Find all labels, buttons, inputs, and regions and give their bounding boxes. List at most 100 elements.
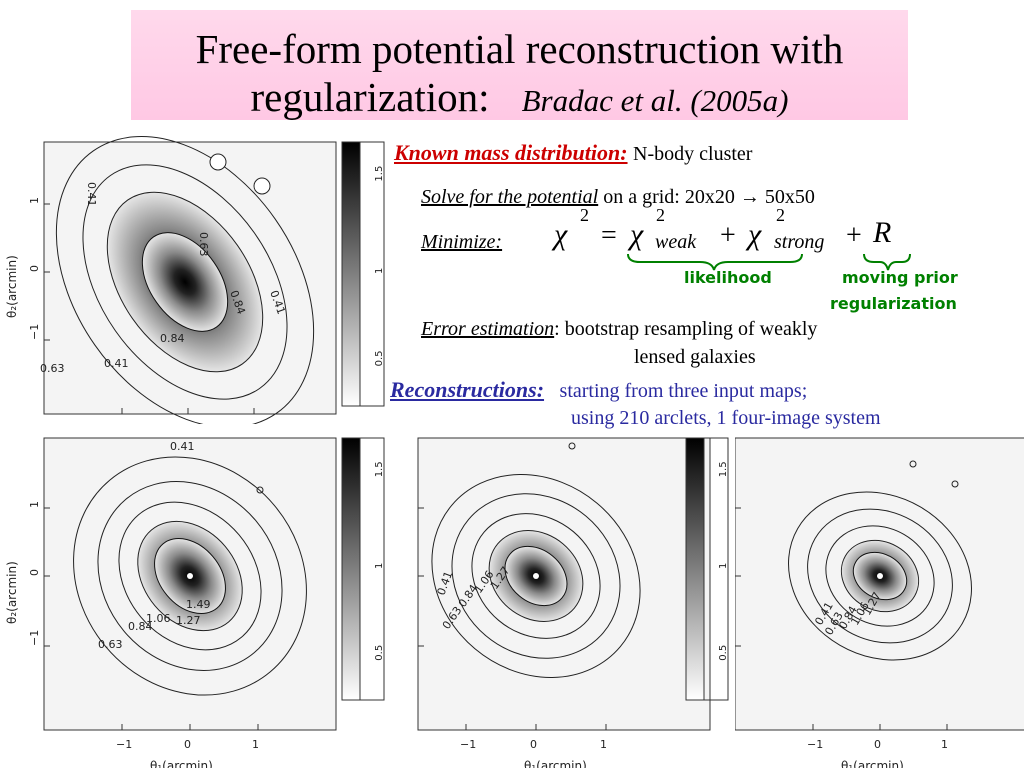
- eq-chi-3: χ: [748, 218, 762, 251]
- solve-value: on a grid: 20x20 → 50x50: [603, 186, 815, 208]
- moving-prior-label: moving prior: [842, 268, 958, 287]
- eq-sup-3: 2: [776, 205, 785, 225]
- image-marker: [877, 573, 883, 579]
- title-line-2: regularization: Bradac et al. (2005a): [131, 74, 908, 124]
- density-core: [141, 232, 229, 332]
- image-marker: [533, 573, 539, 579]
- contour-label: 1.27: [176, 614, 201, 627]
- contour-label: 0.84: [128, 620, 153, 633]
- colorbar: [685, 437, 705, 701]
- contour-line: [788, 491, 972, 661]
- contour-label: 0.84: [160, 332, 185, 345]
- colorbar: [341, 437, 361, 701]
- title-line-1: Free-form potential reconstruction with: [195, 26, 844, 72]
- substructure-marker: [209, 153, 227, 171]
- x-tick-label: 1: [600, 738, 607, 751]
- error-line-1: Error estimation: bootstrap resampling o…: [421, 318, 817, 341]
- recon-map-2: 0.410.630.841.061.27−1 0 1θ₁(arcmin)0.511.…: [417, 437, 729, 768]
- contour-label: 1.49: [186, 598, 211, 611]
- y-tick-label: 0: [28, 265, 41, 272]
- contour-label: 1.06: [146, 612, 171, 625]
- recon-value-2: using 210 arclets, 1 four-image system: [571, 407, 881, 429]
- contour-label: 0.63: [40, 362, 65, 375]
- image-marker: [187, 573, 193, 579]
- eq-chi-1: χ: [554, 218, 568, 251]
- contour-line: [825, 525, 935, 627]
- contour-line: [118, 501, 262, 651]
- likelihood-label: likelihood: [684, 268, 772, 287]
- true-mass-map: 0.410.630.840.410.630.84 0.41−101θ₂(arcmi…: [5, 136, 385, 424]
- colorbar-frame: [703, 437, 729, 701]
- known-mass-line: Known mass distribution: N-body cluster: [394, 140, 752, 166]
- eq-sup-2: 2: [656, 205, 665, 225]
- contour-line: [807, 508, 953, 644]
- contour-line: [451, 493, 621, 659]
- recon-panel-2: 0.41 0.63 0.84 1.06 1.27 −1 0 1 θ₁(arcmin) 0.5 1 1.…: [392, 430, 732, 768]
- solve-line: Solve for the potential on a grid: 20x20…: [421, 186, 815, 209]
- known-mass-label: Known mass distribution:: [394, 140, 628, 165]
- solve-label: Solve for the potential: [421, 186, 599, 208]
- contour-line: [55, 136, 315, 424]
- colorbar-tick-label: 1.5: [374, 461, 385, 477]
- contour-line: [82, 164, 288, 400]
- colorbar-tick-label: 0.5: [374, 350, 385, 366]
- y-axis-label: θ₂(arcmin): [5, 561, 19, 624]
- x-tick-label: 0: [530, 738, 537, 751]
- title-line-2-text: regularization:: [250, 74, 490, 120]
- eq-plus-1: +: [720, 220, 736, 251]
- colorbar-tick-label: 1.5: [718, 461, 729, 477]
- y-tick-label: 1: [28, 197, 41, 204]
- eq-plus-2: +: [846, 220, 862, 251]
- substructure-marker: [256, 486, 264, 494]
- colorbar-tick-label: 1.5: [374, 166, 385, 182]
- regularization-label: regularization: [830, 294, 957, 313]
- x-tick-label: −1: [807, 738, 823, 751]
- x-tick-label: 0: [184, 738, 191, 751]
- recon-map-3: 0.410.630.841.061.27−101θ₁(arcmin)0.511.…: [735, 437, 1024, 768]
- x-axis-label: θ₁(arcmin): [841, 759, 904, 768]
- y-tick-label: 0: [28, 569, 41, 576]
- eq-chi-2: χ: [630, 218, 644, 251]
- eq-strong: strong: [774, 231, 825, 253]
- contour-line: [97, 481, 283, 671]
- recon-line-1: Reconstructions: starting from three inp…: [390, 377, 807, 403]
- recon-value-1: starting from three input maps;: [559, 380, 808, 402]
- recon-label: Reconstructions:: [390, 377, 545, 402]
- y-tick-label: −1: [28, 324, 41, 340]
- true-mass-panel: 0.41 0.63 0.84 0.41 0.63 0.84 0.41 −1 0 1 θ₂(arcmi…: [0, 132, 392, 424]
- contour-line: [73, 456, 307, 696]
- colorbar-tick-label: 1: [374, 563, 385, 569]
- colorbar-tick-label: 0.5: [374, 645, 385, 661]
- minimize-label: Minimize:: [421, 231, 502, 254]
- y-axis-label: θ₂(arcmin): [5, 255, 19, 318]
- recon-map-1: 0.41 0.63 0.841.06 1.27 1.49 −1 0 1 −1 0 1 θ₁(arcmi…: [5, 437, 385, 768]
- recon-panel-3: 0.410.630.841.061.27−101θ₁(arcmin)0.511.…: [735, 430, 1024, 768]
- colorbar-frame: [359, 141, 385, 407]
- eq-weak: weak: [655, 231, 697, 253]
- contour-label: 0.63: [98, 638, 123, 651]
- error-label: Error estimation: [421, 318, 555, 340]
- contour-label: 0.41: [104, 357, 129, 370]
- substructure-marker: [568, 442, 576, 450]
- substructure-marker: [909, 460, 917, 468]
- colorbar-tick-label: 1: [374, 268, 385, 274]
- title-citation: Bradac et al. (2005a): [521, 83, 789, 118]
- x-axis-label: θ₁(arcmin): [150, 759, 213, 768]
- prior-brace: [863, 253, 911, 271]
- contour-label: 0.41: [85, 182, 98, 207]
- x-tick-label: −1: [460, 738, 476, 751]
- x-tick-label: −1: [116, 738, 132, 751]
- substructure-marker: [951, 480, 959, 488]
- y-tick-label: 1: [28, 501, 41, 508]
- x-tick-label: 1: [941, 738, 948, 751]
- contour-label: 0.41: [170, 440, 195, 453]
- contour-line: [471, 513, 601, 639]
- contour-label: 0.63: [197, 232, 210, 257]
- known-mass-value: N-body cluster: [633, 143, 753, 165]
- y-tick-label: −1: [28, 630, 41, 646]
- x-tick-label: 1: [252, 738, 259, 751]
- error-value-1: : bootstrap resampling of weakly: [554, 318, 818, 340]
- eq-sup-1: 2: [580, 205, 589, 225]
- x-tick-label: 0: [874, 738, 881, 751]
- colorbar-tick-label: 1: [718, 563, 729, 569]
